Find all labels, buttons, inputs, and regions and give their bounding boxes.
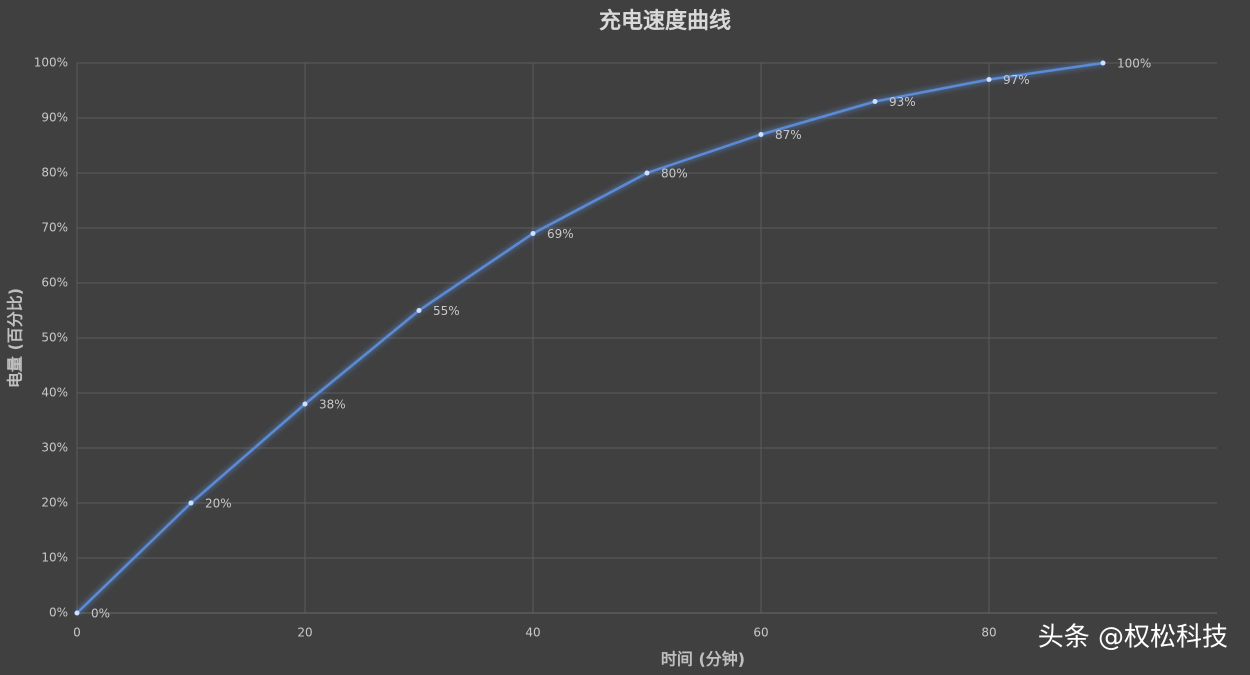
data-label: 80% xyxy=(661,167,688,181)
data-point xyxy=(416,308,422,313)
data-point xyxy=(758,132,764,137)
x-tick-label: 0 xyxy=(73,626,81,640)
data-label: 38% xyxy=(319,398,346,412)
y-tick-label: 80% xyxy=(41,166,68,180)
x-tick-label: 40 xyxy=(525,626,540,640)
watermark: 头条 @权松科技 xyxy=(1038,623,1228,653)
y-tick-label: 0% xyxy=(49,606,68,620)
x-tick-label: 80 xyxy=(981,626,996,640)
x-tick-label: 20 xyxy=(297,626,312,640)
data-label: 55% xyxy=(433,304,460,318)
y-tick-label: 50% xyxy=(41,331,68,345)
y-tick-label: 40% xyxy=(41,386,68,400)
y-tick-label: 100% xyxy=(34,56,68,70)
data-point xyxy=(872,99,878,104)
y-tick-label: 60% xyxy=(41,276,68,290)
data-label: 97% xyxy=(1003,73,1030,87)
x-tick-label: 60 xyxy=(753,626,768,640)
y-tick-label: 20% xyxy=(41,496,68,510)
y-tick-label: 10% xyxy=(41,551,68,565)
data-label: 69% xyxy=(547,227,574,241)
plot-area: 0% 10% 20% 30% 40% 50% 60% 70% 80% 90% 100% 0 20 40 60… xyxy=(34,56,1217,640)
chart-title: 充电速度曲线 xyxy=(599,8,731,34)
data-point xyxy=(302,401,308,407)
data-point xyxy=(986,77,992,82)
y-tick-label: 90% xyxy=(41,111,68,125)
x-axis-title: 时间 (分钟) xyxy=(661,650,745,669)
y-tick-label: 70% xyxy=(41,221,68,235)
data-label: 93% xyxy=(889,95,916,109)
data-point xyxy=(530,231,536,236)
y-tick-label: 30% xyxy=(41,441,68,455)
data-point xyxy=(644,170,650,176)
data-label: 87% xyxy=(775,128,802,142)
data-label: 0% xyxy=(91,607,110,621)
data-label: 20% xyxy=(205,497,232,511)
series-line xyxy=(76,61,1104,614)
data-label: 100% xyxy=(1117,57,1151,71)
y-axis-title: 电量 (百分比) xyxy=(6,288,25,388)
data-point xyxy=(1100,60,1106,66)
data-point xyxy=(188,500,194,506)
data-point xyxy=(74,610,80,616)
